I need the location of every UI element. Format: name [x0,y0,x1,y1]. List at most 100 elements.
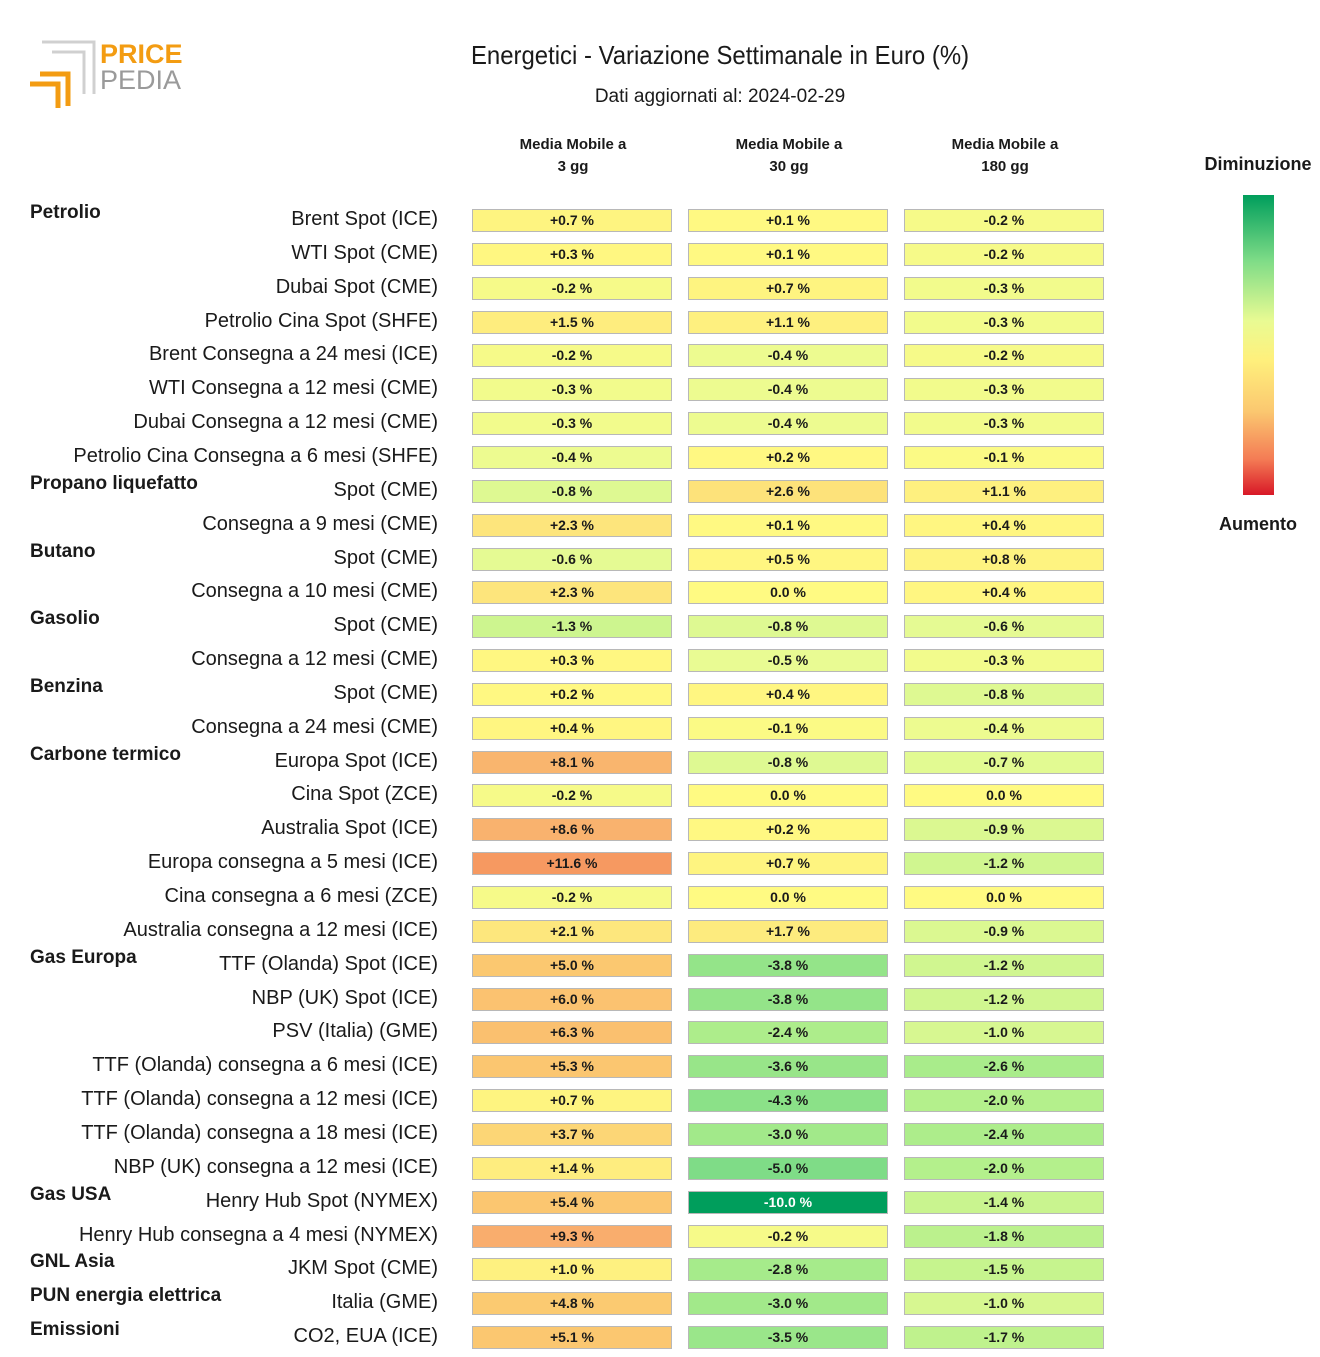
row-label: Spot (CME) [333,614,438,637]
group-label: GNL Asia [30,1251,115,1273]
heatmap-cell: +0.4 % [904,513,1104,537]
row-label: TTF (Olanda) consegna a 6 mesi (ICE) [92,1054,438,1077]
heatmap-cell: +0.4 % [472,716,672,740]
heatmap-cell: +0.1 % [688,209,888,232]
row-label: CO2, EUA (ICE) [293,1325,438,1348]
group-label: Emissioni [30,1319,120,1341]
heatmap-cell: -2.4 % [904,1122,1104,1146]
heatmap-cell: -0.8 % [472,479,672,503]
heatmap-cell: +1.0 % [472,1258,672,1282]
heatmap-cell: -0.8 % [688,615,888,639]
heatmap-cell: -0.2 % [472,784,672,808]
heatmap-cell: -0.4 % [472,445,672,469]
row-label: TTF (Olanda) consegna a 12 mesi (ICE) [81,1088,438,1111]
heatmap-cell: -1.3 % [472,615,672,639]
heatmap-cell: -0.3 % [904,649,1104,673]
group-label: Gas Europa [30,946,137,968]
heatmap-cell: +2.3 % [472,513,672,537]
heatmap-cell: +3.7 % [472,1122,672,1146]
heatmap-cell: -0.2 % [472,344,672,368]
column-header-line2: 180 gg [981,158,1029,175]
heatmap-cell: -3.8 % [688,953,888,977]
heatmap-cell: 0.0 % [688,886,888,909]
row-label: Italia (GME) [331,1291,438,1314]
heatmap-cell: -0.8 % [688,750,888,774]
heatmap-cell: +5.3 % [472,1055,672,1079]
heatmap-cell: -2.0 % [904,1156,1104,1180]
heatmap-cell: 0.0 % [688,581,888,605]
heatmap-cell: -0.2 % [688,1224,888,1248]
heatmap-cell: +2.1 % [472,919,672,943]
heatmap-cell: +4.8 % [472,1292,672,1316]
heatmap-cell: -0.3 % [904,310,1104,334]
logo-line2: PEDIA [100,65,181,95]
heatmap-cell: +0.7 % [472,1089,672,1113]
legend-color-scale [1243,195,1274,495]
group-label: Butano [30,540,96,562]
row-label: Petrolio Cina Consegna a 6 mesi (SHFE) [73,444,438,467]
heatmap-cell: +0.7 % [472,209,672,232]
legend-label-increase: Aumento [1219,514,1297,534]
heatmap-cell: -0.4 % [904,716,1104,740]
row-label: Cina Spot (ZCE) [291,783,438,806]
heatmap-cell: 0.0 % [904,784,1104,808]
heatmap-cell: -0.9 % [904,818,1104,842]
heatmap-cell: +0.4 % [904,581,1104,605]
heatmap-cell: -2.6 % [904,1055,1104,1079]
heatmap-cell: +2.6 % [688,479,888,503]
heatmap-cell: +9.3 % [472,1224,672,1248]
heatmap-cell: -0.4 % [688,344,888,368]
row-label: Australia Spot (ICE) [261,817,438,840]
heatmap-cell: -0.4 % [688,412,888,436]
column-header-180gg: Media Mobile a 180 gg [904,134,1106,178]
row-label: Brent Consegna a 24 mesi (ICE) [148,343,438,366]
heatmap-cell: -0.3 % [472,378,672,402]
row-label: Consegna a 10 mesi (CME) [191,580,438,603]
row-label: Consegna a 12 mesi (CME) [191,648,438,671]
group-label: Carbone termico [30,743,181,765]
row-label: Brent Spot (ICE) [291,208,438,230]
heatmap-cell: -0.1 % [904,445,1104,469]
row-label: Europa Spot (ICE) [274,749,438,772]
heatmap-cell: +1.4 % [472,1156,672,1180]
heatmap-cell: -0.7 % [904,750,1104,774]
heatmap-cell: +0.3 % [472,649,672,673]
column-header-line1: Media Mobile a [951,136,1059,153]
column-header-30gg: Media Mobile a 30 gg [688,134,890,178]
row-label: JKM Spot (CME) [287,1257,438,1280]
heatmap-cell: -2.4 % [688,1021,888,1045]
heatmap-cell: -3.0 % [688,1292,888,1316]
heatmap-cell: +1.5 % [472,310,672,334]
heatmap-cell: -0.2 % [472,276,672,300]
row-label: Cina consegna a 6 mesi (ZCE) [164,885,438,907]
heatmap-cell: -4.3 % [688,1089,888,1113]
row-label: WTI Spot (CME) [291,241,438,264]
row-label: PSV (Italia) (GME) [272,1020,438,1043]
heatmap-cell: 0.0 % [904,886,1104,909]
heatmap-cell: -0.2 % [904,344,1104,368]
heatmap-cell: -1.5 % [904,1258,1104,1282]
heatmap-cell: +0.5 % [688,547,888,571]
heatmap-cell: +1.1 % [688,310,888,334]
column-header-3gg: Media Mobile a 3 gg [472,134,674,178]
group-label: Benzina [30,675,103,697]
heatmap-cell: -0.2 % [472,886,672,909]
logo-line1: PRICE [100,39,183,69]
heatmap-cell: +0.4 % [688,682,888,706]
heatmap-cell: +5.4 % [472,1190,672,1214]
row-label: WTI Consegna a 12 mesi (CME) [149,377,438,400]
row-label: Spot (CME) [333,546,438,569]
heatmap-cell: -0.2 % [904,242,1104,266]
column-header-line2: 30 gg [769,158,809,175]
heatmap-cell: +0.1 % [688,513,888,537]
heatmap-cell: +1.1 % [904,479,1104,503]
heatmap-cell: -0.4 % [688,378,888,402]
heatmap-cell: -0.5 % [688,649,888,673]
heatmap-cell: +8.6 % [472,818,672,842]
chart-title: Energetici - Variazione Settimanale in E… [470,40,970,70]
row-label: TTF (Olanda) Spot (ICE) [219,952,438,975]
heatmap-cell: -0.9 % [904,919,1104,943]
heatmap-cell: +8.1 % [472,750,672,774]
column-header-line1: Media Mobile a [519,136,627,153]
column-header-line2: 3 gg [557,158,589,175]
